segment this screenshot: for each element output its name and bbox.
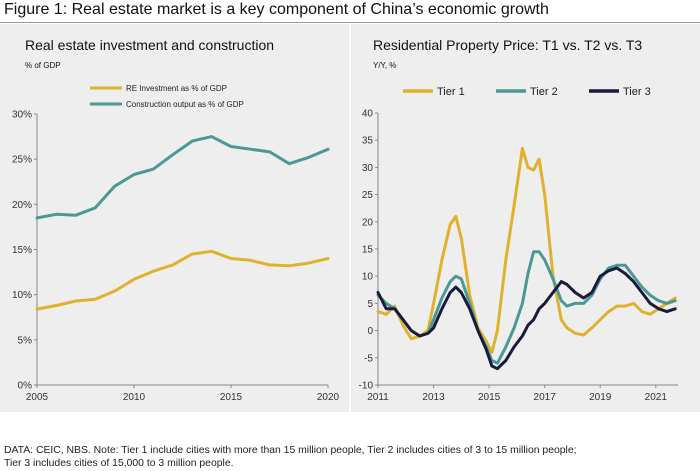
legend-label-construction-output-as-of-gdp: Construction output as % of GDP (126, 100, 244, 109)
x-tick-label: 2015 (220, 392, 243, 403)
y-unit-label: % of GDP (25, 61, 61, 70)
y-tick-label: 10% (12, 290, 32, 301)
chart-title: Residential Property Price: T1 vs. T2 vs… (373, 37, 642, 53)
y-tick-label: 30% (12, 110, 32, 121)
x-tick-label: 2011 (367, 392, 389, 403)
y-tick-label: 20 (362, 217, 374, 228)
y-tick-label: 0 (367, 326, 373, 337)
y-tick-label: 20% (12, 200, 32, 211)
y-tick-label: 15% (12, 245, 32, 256)
property-price-chart: Residential Property Price: T1 vs. T2 vs… (359, 37, 678, 403)
figure-title: Figure 1: Real estate market is a key co… (4, 1, 549, 18)
y-tick-label: 25% (12, 155, 32, 166)
series-line-tier-2 (376, 250, 677, 365)
footnote-line: Tier 3 includes cities of 15,000 to 3 mi… (4, 458, 234, 469)
y-tick-label: 5% (18, 335, 33, 346)
re-investment-chart: Real estate investment and construction … (12, 37, 340, 403)
y-tick-label: 0% (18, 381, 33, 392)
chart-title: Real estate investment and construction (25, 37, 274, 53)
series-line-construction-output-as-of-gdp (35, 135, 330, 220)
y-tick-label: 30 (362, 163, 374, 174)
chart-panel-right: Residential Property Price: T1 vs. T2 vs… (351, 24, 700, 412)
y-tick-label: 35 (362, 136, 374, 147)
x-tick-label: 2005 (26, 392, 49, 403)
series-line-re-investment-as-of-gdp (35, 249, 330, 311)
x-tick-label: 2013 (422, 392, 445, 403)
legend-label-tier-3: Tier 3 (623, 86, 651, 98)
y-tick-label: 40 (362, 109, 374, 120)
x-tick-label: 2020 (317, 392, 340, 403)
y-tick-label: 10 (362, 272, 374, 283)
footnote-line: DATA: CEIC, NBS. Note: Tier 1 include ci… (4, 445, 577, 456)
x-tick-label: 2021 (645, 392, 668, 403)
series-line-tier-1 (376, 146, 677, 354)
chart-panel-left: Real estate investment and construction … (0, 24, 349, 412)
x-tick-label: 2017 (534, 392, 557, 403)
y-unit-label: Y/Y, % (373, 61, 396, 70)
y-tick-label: 15 (362, 245, 374, 256)
legend-label-re-investment-as-of-gdp: RE Investment as % of GDP (126, 84, 227, 93)
x-tick-label: 2015 (478, 392, 501, 403)
source-footnote: DATA: CEIC, NBS. Note: Tier 1 include ci… (4, 444, 698, 470)
y-tick-label: -5 (364, 353, 373, 364)
series-line-tier-3 (376, 266, 677, 371)
legend-label-tier-2: Tier 2 (530, 86, 558, 98)
y-tick-label: 5 (367, 299, 373, 310)
y-tick-label: 25 (362, 190, 374, 201)
y-tick-label: -10 (359, 381, 374, 392)
x-tick-label: 2010 (123, 392, 146, 403)
x-tick-label: 2019 (589, 392, 612, 403)
title-divider (0, 22, 700, 23)
legend-label-tier-1: Tier 1 (437, 86, 465, 98)
